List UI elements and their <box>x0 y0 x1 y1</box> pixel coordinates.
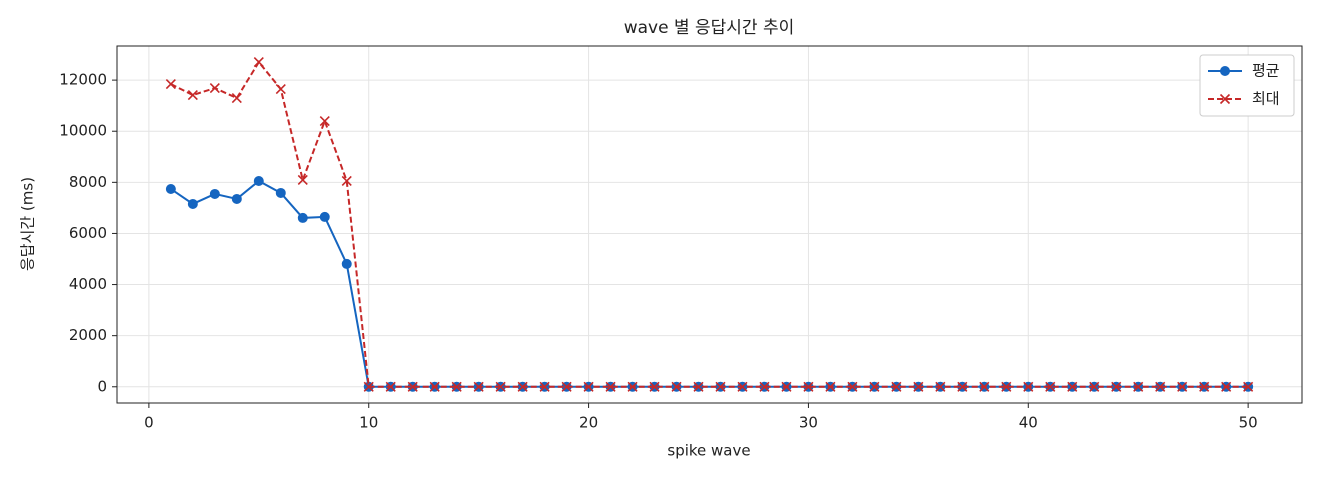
marker <box>253 57 264 68</box>
y-tick-label: 12000 <box>59 71 107 89</box>
marker <box>231 193 242 204</box>
x-tick-label: 40 <box>1019 414 1038 432</box>
legend-marker <box>1220 66 1230 76</box>
y-tick-label: 0 <box>97 377 107 395</box>
marker <box>803 381 814 392</box>
marker <box>759 381 770 392</box>
x-tick-label: 0 <box>144 414 154 432</box>
x-tick-label: 50 <box>1239 414 1258 432</box>
marker <box>561 381 572 392</box>
marker <box>627 381 638 392</box>
marker <box>957 381 968 392</box>
marker <box>539 381 550 392</box>
y-tick-label: 8000 <box>69 173 107 191</box>
marker <box>165 79 176 90</box>
marker <box>1155 381 1166 392</box>
marker <box>275 187 286 198</box>
marker <box>935 381 946 392</box>
x-tick-label: 30 <box>799 414 818 432</box>
marker <box>429 381 440 392</box>
marker <box>1089 381 1100 392</box>
marker <box>649 381 660 392</box>
marker <box>341 175 352 187</box>
marker <box>781 381 792 392</box>
marker <box>297 174 308 186</box>
marker <box>407 381 418 392</box>
marker <box>1243 381 1254 392</box>
marker <box>473 381 484 392</box>
marker <box>1111 381 1122 392</box>
marker <box>1177 381 1188 392</box>
legend-label: 최대 <box>1252 90 1280 108</box>
marker <box>253 175 264 186</box>
marker <box>341 258 352 269</box>
marker <box>847 381 858 392</box>
marker <box>385 381 396 392</box>
series-line <box>170 60 1249 388</box>
marker <box>605 381 616 392</box>
marker <box>1067 381 1078 392</box>
y-tick-label: 10000 <box>59 122 107 140</box>
marker <box>187 198 198 209</box>
chart-title: wave 별 응답시간 추이 <box>624 18 795 38</box>
marker <box>825 381 836 392</box>
marker <box>1023 381 1034 392</box>
y-tick-label: 2000 <box>69 326 107 344</box>
legend-box <box>1199 54 1295 117</box>
y-tick-label: 6000 <box>69 224 107 242</box>
marker <box>869 381 880 392</box>
marker <box>1133 381 1144 392</box>
marker <box>319 115 330 127</box>
marker <box>495 381 506 392</box>
marker <box>187 89 198 101</box>
marker <box>297 212 308 223</box>
marker <box>671 381 682 392</box>
marker <box>737 381 748 392</box>
x-axis-label: spike wave <box>667 442 750 460</box>
marker <box>913 381 924 392</box>
legend-marker <box>1219 93 1231 105</box>
marker <box>583 381 594 392</box>
x-tick-label: 10 <box>359 414 378 432</box>
marker <box>209 188 220 199</box>
marker <box>715 381 726 392</box>
y-axis-label: 응답시간 (ms) <box>19 177 37 271</box>
marker <box>275 83 286 95</box>
marker <box>1199 381 1210 392</box>
marker <box>693 381 704 392</box>
marker <box>1221 381 1232 392</box>
x-tick-label: 20 <box>579 414 598 432</box>
marker <box>231 92 242 104</box>
marker <box>891 381 902 392</box>
series-line <box>170 179 1249 388</box>
marker <box>1001 381 1012 392</box>
plot-frame <box>116 45 1303 404</box>
legend-label: 평균 <box>1252 62 1280 80</box>
marker <box>209 82 220 94</box>
marker <box>979 381 990 392</box>
marker <box>451 381 462 392</box>
marker <box>165 183 176 194</box>
y-tick-label: 4000 <box>69 275 107 293</box>
marker <box>1045 381 1056 392</box>
marker <box>517 381 528 392</box>
marker <box>363 381 374 392</box>
marker <box>319 211 330 222</box>
